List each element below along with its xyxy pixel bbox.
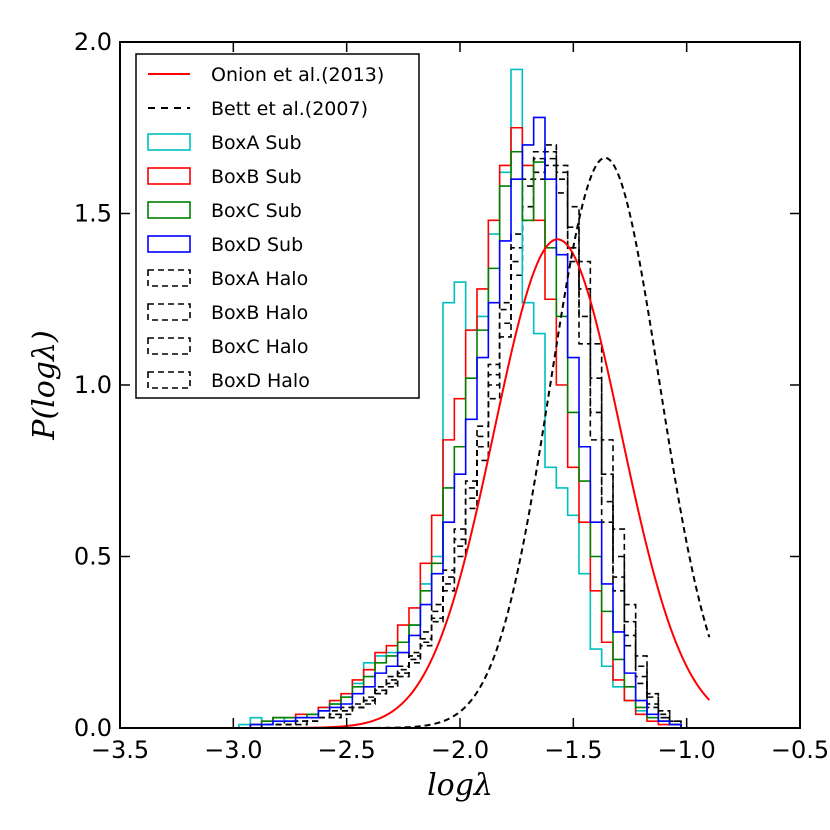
series-boxb-sub [239, 126, 682, 728]
x-tick-label: −1.0 [658, 736, 716, 764]
legend-label: BoxB Halo [211, 302, 308, 324]
y-tick-label: 1.5 [74, 200, 112, 228]
x-tick-label: −1.5 [544, 736, 602, 764]
y-tick-label: 0.0 [74, 714, 112, 742]
legend-swatch [147, 235, 191, 253]
legend-swatch [147, 167, 191, 185]
legend-label: BoxC Sub [211, 200, 302, 222]
x-tick-label: −2.5 [318, 736, 376, 764]
series-layer [238, 68, 711, 728]
x-tick-label: −2.0 [431, 736, 489, 764]
series-boxd-sub [239, 116, 682, 728]
legend-swatch [147, 133, 191, 151]
legend-label: BoxA Sub [211, 132, 302, 154]
legend-swatch [147, 201, 191, 219]
legend: Onion et al.(2013) Bett et al.(2007) BoxA … [135, 53, 420, 399]
legend-label: BoxD Sub [211, 234, 303, 256]
x-tick-label: −0.5 [771, 736, 829, 764]
legend-swatch [147, 371, 191, 389]
legend-label: BoxB Sub [211, 166, 302, 188]
x-tick-label: −3.0 [204, 736, 262, 764]
series-boxd-halo [239, 157, 682, 728]
legend-box [135, 53, 420, 399]
legend-label: BoxD Halo [211, 370, 310, 392]
y-tick-label: 0.5 [74, 543, 112, 571]
axes-layer: −3.5 −3.0 −2.5 −2.0 −1.5 −1.0 −0.5 0.0 0.5 1.0 1.5… [27, 28, 829, 803]
legend-swatch [147, 303, 191, 321]
x-tick-label: −3.5 [91, 736, 149, 764]
legend-swatch [147, 337, 191, 355]
legend-label: Onion et al.(2013) [211, 64, 384, 86]
y-tick-label: 1.0 [74, 371, 112, 399]
x-axis-title: logλ [427, 768, 493, 803]
y-tick-label: 2.0 [74, 28, 112, 56]
series-bett-et-al-2007 [244, 156, 711, 728]
legend-label: Bett et al.(2007) [211, 98, 368, 120]
legend-label: BoxC Halo [211, 336, 308, 358]
legend-swatch [147, 269, 191, 287]
y-axis-title: P(logλ) [27, 330, 62, 440]
legend-label: BoxA Halo [211, 268, 308, 290]
